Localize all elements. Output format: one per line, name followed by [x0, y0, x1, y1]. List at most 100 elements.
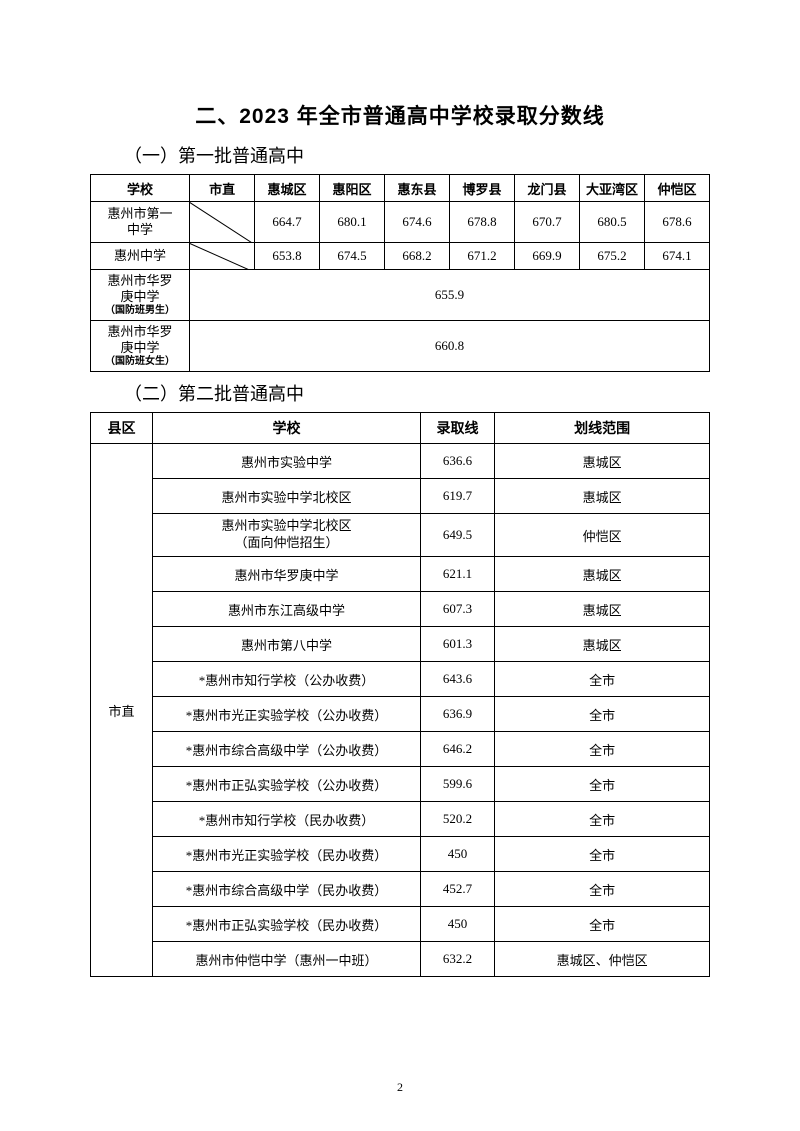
range-cell: 全市	[495, 907, 710, 942]
col-range: 划线范围	[495, 413, 710, 444]
col-huidong: 惠东县	[385, 175, 450, 202]
score-cell: 621.1	[420, 557, 494, 592]
text: （国防班女生）	[91, 356, 189, 369]
school-cell: *惠州市知行学校（公办收费）	[153, 662, 421, 697]
range-cell: 全市	[495, 837, 710, 872]
col-dayawan: 大亚湾区	[579, 175, 644, 202]
score-cell: 646.2	[420, 732, 494, 767]
text: 庚中学	[91, 289, 189, 305]
table-row: 市直惠州市实验中学636.6惠城区	[91, 444, 710, 479]
range-cell: 全市	[495, 802, 710, 837]
range-cell: 全市	[495, 732, 710, 767]
table-batch-1: 学校 市直 惠城区 惠阳区 惠东县 博罗县 龙门县 大亚湾区 仲恺区 惠州市第一…	[90, 174, 710, 372]
range-cell: 惠城区、仲恺区	[495, 942, 710, 977]
school-cell: *惠州市正弘实验学校（公办收费）	[153, 767, 421, 802]
range-cell: 惠城区	[495, 557, 710, 592]
cell-value: 668.2	[385, 243, 450, 270]
school-cell: 惠州市第八中学	[153, 627, 421, 662]
table-row: 惠州市仲恺中学（惠州一中班）632.2惠城区、仲恺区	[91, 942, 710, 977]
school-cell: *惠州市综合高级中学（公办收费）	[153, 732, 421, 767]
text: （国防班男生）	[91, 305, 189, 318]
cell-merged-value: 660.8	[190, 321, 710, 372]
school-cell: *惠州市综合高级中学（民办收费）	[153, 872, 421, 907]
score-cell: 450	[420, 907, 494, 942]
cell-merged-value: 655.9	[190, 270, 710, 321]
text: 惠州市华罗	[91, 273, 189, 289]
col-huiyang: 惠阳区	[320, 175, 385, 202]
range-cell: 惠城区	[495, 592, 710, 627]
score-cell: 649.5	[420, 514, 494, 557]
score-cell: 632.2	[420, 942, 494, 977]
school-cell: 惠州市东江高级中学	[153, 592, 421, 627]
school-cell: *惠州市光正实验学校（民办收费）	[153, 837, 421, 872]
main-title: 二、2023 年全市普通高中学校录取分数线	[90, 100, 710, 130]
score-cell: 619.7	[420, 479, 494, 514]
section-1-title: （一）第一批普通高中	[124, 142, 710, 168]
school-cell: 惠州市仲恺中学（惠州一中班）	[153, 942, 421, 977]
document-page: 二、2023 年全市普通高中学校录取分数线 （一）第一批普通高中 学校 市直 惠…	[0, 0, 800, 1131]
cell-value: 680.5	[579, 202, 644, 243]
table-row: *惠州市正弘实验学校（民办收费）450全市	[91, 907, 710, 942]
section-2-title: （二）第二批普通高中	[124, 380, 710, 406]
table-row: 惠州市东江高级中学607.3惠城区	[91, 592, 710, 627]
col-zhongkai: 仲恺区	[644, 175, 709, 202]
cell-value: 675.2	[579, 243, 644, 270]
table-row: *惠州市正弘实验学校（公办收费）599.6全市	[91, 767, 710, 802]
school-name: 惠州市华罗 庚中学 （国防班男生）	[91, 270, 190, 321]
cell-value: 669.9	[515, 243, 580, 270]
cell-value: 674.6	[385, 202, 450, 243]
school-cell: 惠州市实验中学北校区（面向仲恺招生）	[153, 514, 421, 557]
score-cell: 520.2	[420, 802, 494, 837]
cell-value: 670.7	[515, 202, 580, 243]
score-cell: 643.6	[420, 662, 494, 697]
table-batch-2: 县区 学校 录取线 划线范围 市直惠州市实验中学636.6惠城区惠州市实验中学北…	[90, 412, 710, 977]
text: 庚中学	[91, 340, 189, 356]
text: 惠州市华罗	[91, 324, 189, 340]
cell-value: 680.1	[320, 202, 385, 243]
score-cell: 452.7	[420, 872, 494, 907]
table-header-row: 县区 学校 录取线 划线范围	[91, 413, 710, 444]
col-boluo: 博罗县	[450, 175, 515, 202]
table-row: *惠州市知行学校（公办收费）643.6全市	[91, 662, 710, 697]
range-cell: 惠城区	[495, 627, 710, 662]
cell-diagonal	[190, 243, 255, 270]
col-longmen: 龙门县	[515, 175, 580, 202]
text: 中学	[91, 222, 189, 238]
school-cell: 惠州市实验中学北校区	[153, 479, 421, 514]
col-area: 县区	[91, 413, 153, 444]
school-name: 惠州市华罗 庚中学 （国防班女生）	[91, 321, 190, 372]
score-cell: 601.3	[420, 627, 494, 662]
col-huicheng: 惠城区	[255, 175, 320, 202]
range-cell: 全市	[495, 697, 710, 732]
school-cell: *惠州市知行学校（民办收费）	[153, 802, 421, 837]
table-row: *惠州市综合高级中学（公办收费）646.2全市	[91, 732, 710, 767]
cell-value: 674.1	[644, 243, 709, 270]
range-cell: 仲恺区	[495, 514, 710, 557]
cell-value: 678.8	[450, 202, 515, 243]
cell-value: 664.7	[255, 202, 320, 243]
school-cell: *惠州市光正实验学校（公办收费）	[153, 697, 421, 732]
table-row: 惠州市第八中学601.3惠城区	[91, 627, 710, 662]
table-row: 惠州中学 653.8 674.5 668.2 671.2 669.9 675.2…	[91, 243, 710, 270]
cell-diagonal	[190, 202, 255, 243]
score-cell: 636.6	[420, 444, 494, 479]
school-cell: 惠州市华罗庚中学	[153, 557, 421, 592]
range-cell: 全市	[495, 767, 710, 802]
page-number: 2	[0, 1080, 800, 1095]
table-row: 惠州市实验中学北校区619.7惠城区	[91, 479, 710, 514]
col-school: 学校	[91, 175, 190, 202]
col-school: 学校	[153, 413, 421, 444]
table-row: 惠州市第一 中学 664.7 680.1 674.6 678.8 670.7 6…	[91, 202, 710, 243]
score-cell: 636.9	[420, 697, 494, 732]
score-cell: 599.6	[420, 767, 494, 802]
school-name: 惠州市第一 中学	[91, 202, 190, 243]
cell-value: 678.6	[644, 202, 709, 243]
table-header-row: 学校 市直 惠城区 惠阳区 惠东县 博罗县 龙门县 大亚湾区 仲恺区	[91, 175, 710, 202]
range-cell: 全市	[495, 872, 710, 907]
cell-value: 653.8	[255, 243, 320, 270]
range-cell: 惠城区	[495, 444, 710, 479]
cell-value: 671.2	[450, 243, 515, 270]
table-row: 惠州市实验中学北校区（面向仲恺招生）649.5仲恺区	[91, 514, 710, 557]
table-row: 惠州市华罗庚中学621.1惠城区	[91, 557, 710, 592]
range-cell: 惠城区	[495, 479, 710, 514]
